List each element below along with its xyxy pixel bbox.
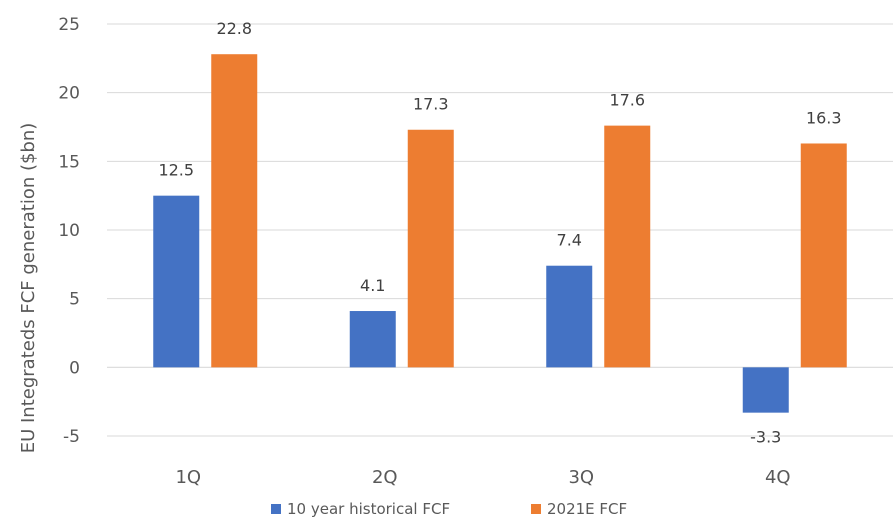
- y-tick-label: 25: [58, 15, 80, 35]
- bar-historical-4Q: [742, 367, 789, 413]
- x-tick-label-1Q: 1Q: [175, 467, 201, 488]
- y-tick-label: -5: [63, 427, 80, 447]
- legend-label-estimate: 2021E FCF: [547, 500, 627, 518]
- bar-estimate-3Q: [604, 125, 651, 368]
- y-tick-label: 10: [58, 221, 80, 241]
- bars: [153, 54, 847, 413]
- data-label: 12.5: [158, 161, 194, 180]
- y-tick-label: 20: [58, 84, 80, 104]
- bar-estimate-2Q: [407, 129, 454, 368]
- bar-historical-3Q: [546, 265, 593, 368]
- bar-estimate-4Q: [800, 143, 847, 368]
- data-label: 17.3: [413, 95, 449, 114]
- legend-swatch-historical: [271, 504, 281, 514]
- y-tick-label: 0: [69, 358, 80, 378]
- x-tick-label-3Q: 3Q: [568, 467, 594, 488]
- bar-estimate-1Q: [211, 54, 258, 368]
- data-label: 16.3: [806, 108, 842, 127]
- y-tick-label: 5: [69, 290, 80, 310]
- data-label: 17.6: [609, 91, 645, 110]
- x-tick-label-4Q: 4Q: [765, 467, 791, 488]
- data-label: 22.8: [216, 19, 252, 38]
- bar-historical-1Q: [153, 195, 200, 368]
- bar-historical-2Q: [349, 311, 396, 368]
- y-axis-ticks: -5 0 5 10 15 20 25: [58, 15, 80, 447]
- y-tick-label: 15: [58, 152, 80, 172]
- x-axis-ticks: 1Q 2Q 3Q 4Q: [175, 467, 790, 488]
- legend-swatch-estimate: [531, 504, 541, 514]
- data-label: -3.3: [750, 428, 781, 447]
- data-label: 4.1: [360, 276, 385, 295]
- data-label: 7.4: [557, 231, 582, 250]
- legend-label-historical: 10 year historical FCF: [287, 500, 450, 518]
- y-axis-title: EU Integrateds FCF generation ($bn): [18, 123, 39, 454]
- data-labels: 12.5 22.8 4.1 17.3 7.4 17.6 -3.3 16.3: [158, 19, 841, 446]
- legend: 10 year historical FCF 2021E FCF: [271, 500, 627, 518]
- x-tick-label-2Q: 2Q: [372, 467, 398, 488]
